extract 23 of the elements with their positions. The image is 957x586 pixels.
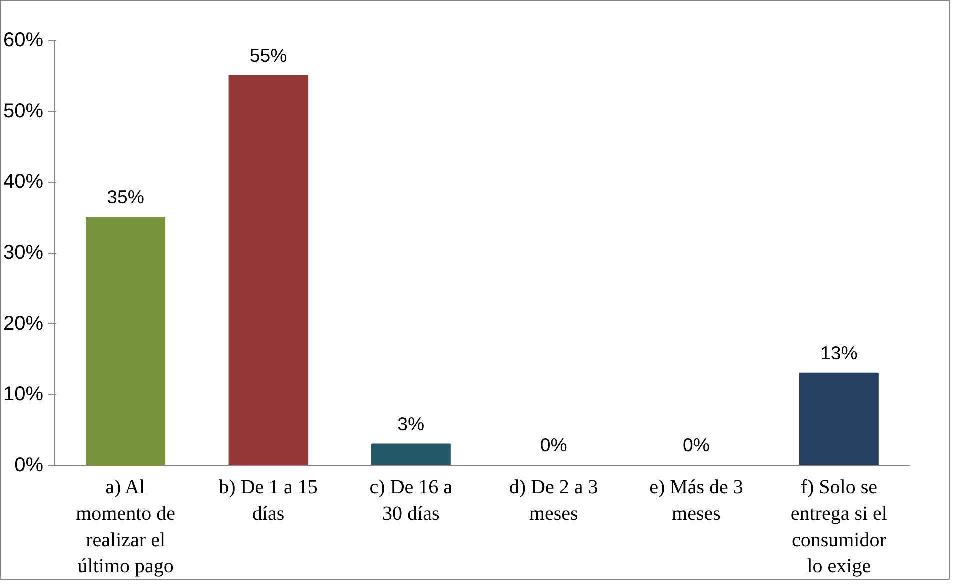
x-tick-label: a) Al momento de realizar el último pago [76,476,176,578]
data-label: 55% [250,44,288,66]
y-tick-label: 40% [3,171,44,194]
x-tick-label: e) Más de 3 meses [650,476,744,525]
y-tick-label: 50% [3,100,44,122]
x-tick-label: f) Solo se entrega si el consumidor lo exige [790,476,888,578]
bar [86,217,166,466]
y-tick-label: 10% [3,384,44,406]
x-tick-label: b) De 1 a 15 días [219,476,318,525]
bar [371,444,451,466]
bar [799,372,879,466]
data-label: 35% [107,186,145,208]
data-label: 0% [683,434,710,456]
y-tick-label: 30% [3,242,44,264]
y-tick-label: 0% [14,454,44,476]
x-tick-label: c) De 16 a 30 días [370,476,453,525]
y-tick-label: 60% [3,30,44,52]
data-label: 3% [398,413,425,434]
x-tick-label: d) De 2 a 3 meses [509,476,598,525]
y-tick-label: 20% [3,312,44,335]
bar [228,75,308,466]
data-label: 13% [820,342,858,364]
data-label: 0% [540,434,568,456]
